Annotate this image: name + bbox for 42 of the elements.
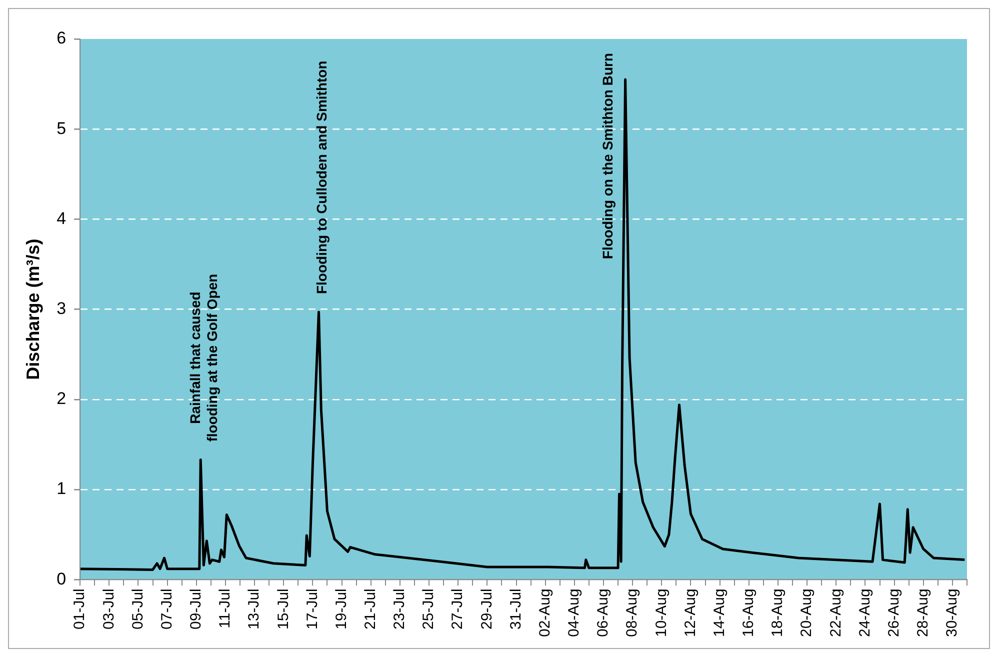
x-tick-label: 25-Jul [420,588,438,630]
x-tick-label: 28-Aug [914,588,932,638]
y-axis-title: Discharge (m³/s) [22,238,43,380]
x-tick-label: 15-Jul [274,588,292,630]
x-tick-label: 02-Aug [536,588,554,638]
x-tick-label: 19-Jul [332,588,350,630]
y-tick-label: 3 [56,299,66,318]
x-tick-label: 29-Jul [478,588,496,630]
x-tick-label: 20-Aug [798,588,816,638]
x-tick-label: 06-Aug [594,588,612,638]
x-tick-label: 27-Jul [449,588,466,630]
x-tick-label: 22-Aug [827,588,844,638]
x-tick-label: 05-Jul [129,588,146,630]
x-tick-label: 07-Jul [158,588,176,630]
x-tick-label: 30-Aug [944,588,961,638]
x-tick-label: 10-Aug [652,588,670,638]
x-tick-label: 18-Aug [769,588,786,638]
x-tick-label: 11-Jul [216,588,234,628]
x-tick-label: 04-Aug [566,588,583,638]
y-tick-label: 1 [56,479,66,498]
x-tick-label: 08-Aug [624,588,641,638]
annotation: Flooding on the Smithton Burn [600,52,616,260]
x-tick-label: 26-Aug [885,588,902,638]
y-tick-label: 6 [56,28,66,48]
x-tick-label: 31-Jul [507,588,524,630]
x-tick-label: 12-Aug [682,588,699,638]
y-tick-label: 0 [56,569,66,588]
y-tick-label: 5 [56,118,66,138]
x-tick-label: 16-Aug [740,588,758,638]
annotation: Flooding to Culloden and Smithton [314,60,330,294]
x-tick-label: 14-Aug [710,588,728,638]
x-tick-label: 23-Jul [391,588,408,630]
x-tick-label: 03-Jul [100,588,118,630]
x-tick-label: 01-Jul [71,588,88,630]
x-tick-label: 13-Jul [246,588,263,630]
x-tick-label: 21-Jul [362,588,379,630]
x-tick-label: 24-Aug [856,588,874,638]
x-tick-label: 17-Jul [304,588,321,630]
annotation: Rainfall that caused flooding at the Golf Open [186,274,220,442]
y-tick-label: 4 [56,208,66,228]
y-tick-label: 2 [56,389,66,408]
x-tick-label: 09-Jul [188,588,205,630]
